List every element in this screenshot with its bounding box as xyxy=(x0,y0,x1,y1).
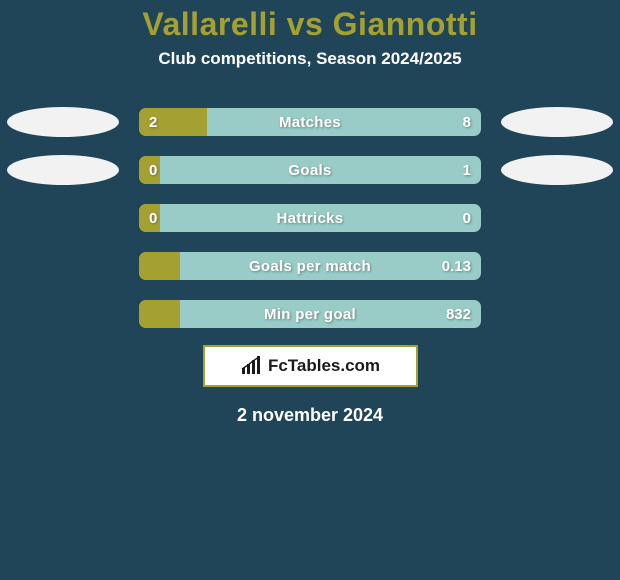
stat-row: 0Goals1 xyxy=(0,155,620,185)
spacer xyxy=(491,251,603,281)
club-badge-right xyxy=(501,107,613,137)
stat-value-right: 0 xyxy=(463,204,471,232)
stat-label: Matches xyxy=(139,108,481,136)
player-left-name: Vallarelli xyxy=(142,6,277,42)
spacer xyxy=(17,251,129,281)
stat-value-right: 0.13 xyxy=(442,252,471,280)
club-badge-left xyxy=(7,107,119,137)
stat-row: Goals per match0.13 xyxy=(0,251,620,281)
player-compare-card: Vallarelli vs Giannotti Club competition… xyxy=(0,0,620,580)
stat-label: Min per goal xyxy=(139,300,481,328)
snapshot-date: 2 november 2024 xyxy=(0,405,620,426)
spacer xyxy=(17,299,129,329)
stat-row: 0Hattricks0 xyxy=(0,203,620,233)
page-title: Vallarelli vs Giannotti xyxy=(0,6,620,43)
stats-list: 2Matches80Goals10Hattricks0Goals per mat… xyxy=(0,107,620,329)
spacer xyxy=(491,299,603,329)
stat-value-right: 8 xyxy=(463,108,471,136)
stat-row: Min per goal832 xyxy=(0,299,620,329)
stat-row: 2Matches8 xyxy=(0,107,620,137)
player-right-name: Giannotti xyxy=(333,6,478,42)
brand-link[interactable]: FcTables.com xyxy=(203,345,418,387)
stat-label: Goals per match xyxy=(139,252,481,280)
spacer xyxy=(491,203,603,233)
stat-value-right: 832 xyxy=(446,300,471,328)
spacer xyxy=(17,203,129,233)
stat-label: Hattricks xyxy=(139,204,481,232)
stat-value-right: 1 xyxy=(463,156,471,184)
stat-bar: Goals per match0.13 xyxy=(139,252,481,280)
stat-label: Goals xyxy=(139,156,481,184)
subtitle: Club competitions, Season 2024/2025 xyxy=(0,49,620,69)
stat-bar: 0Goals1 xyxy=(139,156,481,184)
stat-bar: Min per goal832 xyxy=(139,300,481,328)
club-badge-left xyxy=(7,155,119,185)
vs-separator: vs xyxy=(277,6,332,42)
stat-bar: 0Hattricks0 xyxy=(139,204,481,232)
club-badge-right xyxy=(501,155,613,185)
stat-bar: 2Matches8 xyxy=(139,108,481,136)
chart-icon xyxy=(240,356,262,376)
brand-text: FcTables.com xyxy=(268,356,380,376)
